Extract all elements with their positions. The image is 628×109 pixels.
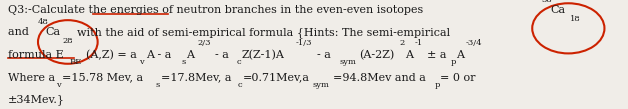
Text: v: v	[57, 81, 62, 89]
Text: =17.8Mev, a: =17.8Mev, a	[161, 73, 231, 83]
Text: with the aid of semi-empirical formula {Hints: The semi-empirical: with the aid of semi-empirical formula {…	[77, 27, 450, 38]
Text: = 0 or: = 0 or	[440, 73, 476, 83]
Text: s: s	[156, 81, 160, 89]
Text: 48: 48	[38, 18, 48, 26]
Text: - a: - a	[215, 50, 229, 60]
Text: p: p	[435, 81, 441, 89]
Text: =15.78 Mev, a: =15.78 Mev, a	[62, 73, 143, 83]
Text: - a: - a	[317, 50, 330, 60]
Text: =0.71Mev,a: =0.71Mev,a	[242, 73, 310, 83]
Text: 2: 2	[399, 39, 404, 47]
Text: p: p	[451, 58, 457, 66]
Text: Ca: Ca	[550, 5, 565, 15]
Text: 28: 28	[62, 37, 73, 44]
Text: =94.8Mev and a: =94.8Mev and a	[333, 73, 426, 83]
Text: BE: BE	[69, 58, 82, 66]
Text: 18: 18	[570, 15, 581, 23]
Text: A: A	[456, 50, 464, 60]
Text: (A,Z) = a: (A,Z) = a	[86, 49, 137, 60]
Text: -1: -1	[414, 39, 423, 47]
Text: c: c	[236, 58, 241, 66]
Text: c: c	[237, 81, 242, 89]
Text: Q3:-Calculate the energies of neutron branches in the even-even isotopes: Q3:-Calculate the energies of neutron br…	[8, 5, 423, 15]
Text: 2/3: 2/3	[198, 39, 211, 47]
Text: (A-2Z): (A-2Z)	[359, 49, 394, 60]
Text: A - a: A - a	[146, 50, 171, 60]
Text: Z(Z-1)A: Z(Z-1)A	[241, 49, 284, 60]
Text: -1/3: -1/3	[295, 39, 311, 47]
Text: v: v	[139, 58, 144, 66]
Text: ± a: ± a	[427, 50, 447, 60]
Text: 38: 38	[541, 0, 552, 4]
Text: -3/4: -3/4	[466, 39, 482, 47]
Text: Ca: Ca	[46, 27, 61, 37]
Text: and: and	[8, 27, 32, 37]
Text: A: A	[405, 50, 413, 60]
Text: ±34Mev.}: ±34Mev.}	[8, 95, 65, 105]
Text: formula E: formula E	[8, 50, 63, 60]
Text: s: s	[181, 58, 186, 66]
Text: sym: sym	[313, 81, 330, 89]
Text: sym: sym	[339, 58, 356, 66]
Text: A: A	[187, 50, 195, 60]
Text: Where a: Where a	[8, 73, 55, 83]
